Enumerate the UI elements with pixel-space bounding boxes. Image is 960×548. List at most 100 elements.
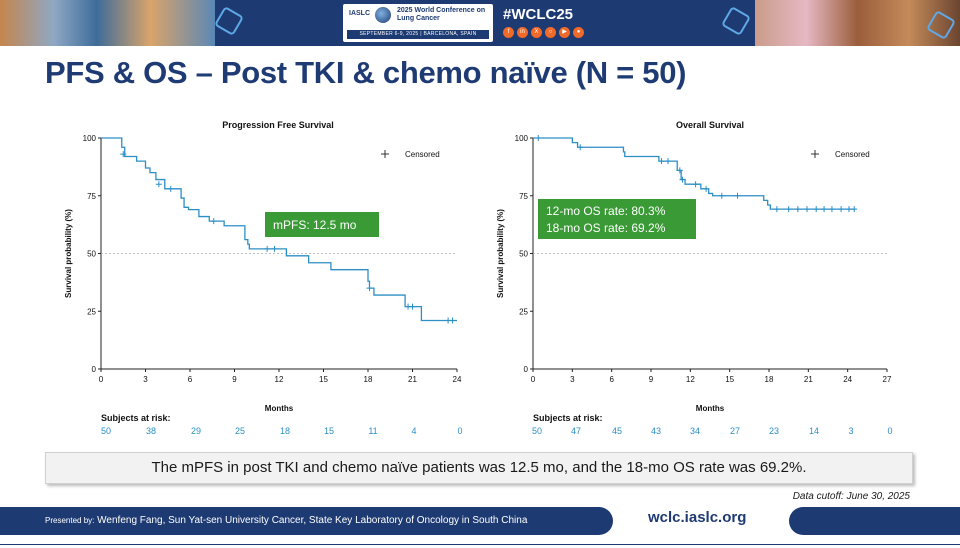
- censored-mark: [821, 206, 828, 213]
- censored-mark: [120, 151, 127, 158]
- risk-number: 25: [235, 426, 245, 436]
- data-cutoff: Data cutoff: June 30, 2025: [792, 491, 910, 502]
- x-tick-label: 9: [232, 375, 237, 384]
- risk-number: 47: [571, 426, 581, 436]
- x-tick-label: 6: [609, 375, 614, 384]
- risk-number: 23: [769, 426, 779, 436]
- y-tick-label: 0: [524, 365, 529, 374]
- x-tick-label: 6: [188, 375, 193, 384]
- youtube-icon[interactable]: ▶: [559, 27, 570, 38]
- linkedin-icon[interactable]: in: [517, 27, 528, 38]
- x-tick-label: 15: [725, 375, 734, 384]
- iaslc-logo-text: IASLC: [349, 10, 370, 17]
- x-axis-label: Months: [265, 404, 294, 413]
- x-tick-label: 0: [531, 375, 536, 384]
- website-url[interactable]: wclc.iaslc.org: [648, 509, 747, 526]
- censored-mark: [210, 218, 217, 225]
- y-axis-label: Survival probability (%): [496, 209, 505, 298]
- risk-number: 27: [730, 426, 740, 436]
- x-tick-label: 15: [319, 375, 328, 384]
- censored-mark: [679, 176, 686, 183]
- annotation-box: [538, 199, 696, 239]
- risk-number: 34: [690, 426, 700, 436]
- survival-curve: [101, 137, 457, 322]
- slide-title: PFS & OS – Post TKI & chemo naïve (N = 5…: [45, 55, 687, 90]
- facebook-icon[interactable]: f: [503, 27, 514, 38]
- x-tick-label: 27: [883, 375, 892, 384]
- x-tick-label: 21: [804, 375, 813, 384]
- y-tick-label: 0: [92, 365, 97, 374]
- x-tick-label: 21: [408, 375, 417, 384]
- risk-number: 50: [101, 426, 111, 436]
- survival-curve: [533, 137, 856, 210]
- censored-mark: [676, 167, 683, 174]
- censored-mark: [734, 192, 741, 199]
- censored-mark: [845, 206, 852, 213]
- chart-title: Progression Free Survival: [222, 120, 334, 130]
- censored-mark: [264, 245, 271, 252]
- podcast-icon[interactable]: ●: [573, 27, 584, 38]
- x-tick-label: 3: [570, 375, 575, 384]
- conference-logo: IASLC 2025 World Conference on Lung Canc…: [343, 4, 493, 42]
- risk-number: 0: [457, 426, 462, 436]
- risk-number: 3: [848, 426, 853, 436]
- x-tick-label: 18: [364, 375, 373, 384]
- censored-mark: [828, 206, 835, 213]
- censored-mark: [271, 245, 278, 252]
- y-tick-label: 50: [519, 250, 528, 259]
- censored-mark: [794, 206, 801, 213]
- risk-number: 45: [612, 426, 622, 436]
- y-tick-label: 50: [87, 250, 96, 259]
- risk-table-label: Subjects at risk:: [101, 413, 171, 423]
- y-tick-label: 25: [87, 307, 96, 316]
- risk-number: 43: [651, 426, 661, 436]
- censored-mark: [718, 192, 725, 199]
- y-tick-label: 100: [83, 134, 97, 143]
- x-tick-label: 9: [649, 375, 654, 384]
- censored-mark: [366, 285, 373, 292]
- x-tick-label: 24: [843, 375, 852, 384]
- censored-mark: [409, 303, 416, 310]
- censored-mark: [577, 144, 584, 151]
- annotation-text: 12-mo OS rate: 80.3%: [546, 204, 666, 218]
- y-tick-label: 25: [519, 307, 528, 316]
- x-icon[interactable]: X: [531, 27, 542, 38]
- instagram-icon[interactable]: ○: [545, 27, 556, 38]
- risk-number: 38: [146, 426, 156, 436]
- y-tick-label: 75: [519, 192, 528, 201]
- legend-censored-marker: [811, 150, 819, 158]
- risk-number: 18: [280, 426, 290, 436]
- x-axis-label: Months: [696, 404, 725, 413]
- censored-mark: [692, 181, 699, 188]
- censored-mark: [535, 135, 542, 141]
- chart-title: Overall Survival: [676, 120, 744, 130]
- presenter-name: Wenfeng Fang, Sun Yat-sen University Can…: [97, 515, 528, 526]
- conference-dates: SEPTEMBER 6-9, 2025 | BARCELONA, SPAIN: [347, 30, 489, 39]
- censored-mark: [665, 158, 672, 165]
- censored-mark: [838, 206, 845, 213]
- barcelona-photo-left: [0, 0, 215, 46]
- risk-table-label: Subjects at risk:: [533, 413, 603, 423]
- censored-mark: [804, 206, 811, 213]
- y-tick-label: 100: [515, 134, 529, 143]
- bottom-rule: [0, 544, 960, 545]
- censored-mark: [813, 206, 820, 213]
- risk-number: 15: [324, 426, 334, 436]
- censored-mark: [167, 185, 174, 192]
- y-tick-label: 75: [87, 192, 96, 201]
- y-axis-label: Survival probability (%): [64, 209, 73, 298]
- legend-label: Censored: [835, 150, 870, 159]
- footer-bar-right: [789, 507, 960, 535]
- hashtag: #WCLC25: [503, 6, 574, 23]
- censored-mark: [703, 185, 710, 192]
- risk-number: 50: [532, 426, 542, 436]
- legend-label: Censored: [405, 150, 440, 159]
- conference-banner: IASLC 2025 World Conference on Lung Canc…: [0, 0, 960, 46]
- x-tick-label: 12: [686, 375, 695, 384]
- summary-box: The mPFS in post TKI and chemo naïve pat…: [45, 452, 913, 484]
- risk-number: 14: [809, 426, 819, 436]
- social-icons: f in X ○ ▶ ●: [503, 27, 584, 38]
- x-tick-label: 3: [143, 375, 148, 384]
- barcelona-photo-right: [755, 0, 960, 46]
